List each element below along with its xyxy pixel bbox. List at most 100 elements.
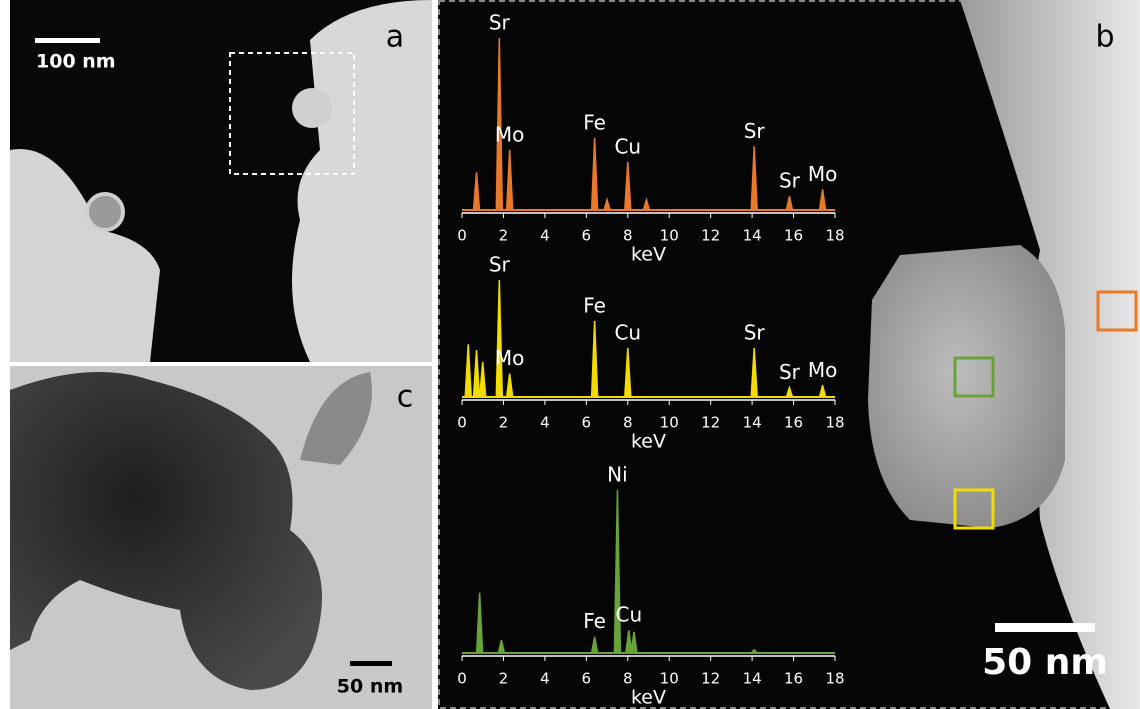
peak [472, 172, 481, 211]
x-tick-label: 10 [660, 227, 679, 245]
peak-label: Fe [583, 609, 606, 633]
x-tick-label: 14 [743, 670, 762, 688]
peak-label: Fe [583, 293, 606, 317]
peak-label: Mo [495, 122, 525, 146]
x-tick-label: 18 [825, 670, 844, 688]
scale-bar-label: 50 nm [982, 642, 1108, 683]
x-axis-label: keV [631, 687, 666, 709]
particle [10, 149, 160, 362]
selection-box [229, 52, 355, 175]
x-tick-label: 2 [499, 414, 509, 432]
peak [818, 385, 827, 398]
peak [505, 373, 514, 398]
panel-c: 50 nm c [10, 366, 432, 709]
scale-bar [350, 661, 392, 666]
peak [505, 149, 514, 211]
peak [642, 196, 651, 211]
peak [464, 344, 473, 398]
peak-label: Cu [614, 320, 641, 344]
peak [590, 636, 599, 654]
x-tick-label: 6 [582, 670, 592, 688]
panel-label: b [1095, 20, 1114, 55]
region-box [1096, 290, 1138, 332]
x-axis-label: keV [631, 244, 666, 266]
x-tick-label: 16 [784, 670, 803, 688]
peak-label: Sr [489, 11, 511, 35]
x-axis-label: keV [631, 431, 666, 453]
x-tick-label: 2 [499, 227, 509, 245]
peak-label: Mo [495, 346, 525, 370]
x-tick-label: 14 [743, 414, 762, 432]
x-tick-label: 6 [582, 414, 592, 432]
x-tick-label: 16 [784, 414, 803, 432]
peak [590, 137, 599, 211]
peak-label: Sr [779, 360, 801, 384]
particle [292, 0, 432, 362]
x-tick-label: 4 [540, 670, 550, 688]
x-tick-label: 18 [825, 227, 844, 245]
peak [623, 347, 632, 398]
particle [85, 192, 125, 232]
peak [818, 189, 827, 211]
peak [603, 196, 612, 211]
peak-label: Mo [808, 162, 838, 186]
peak [478, 361, 487, 398]
region-box [953, 488, 995, 530]
peak-label: Sr [744, 320, 766, 344]
x-tick-label: 4 [540, 227, 550, 245]
x-tick-label: 2 [499, 670, 509, 688]
x-tick-label: 12 [701, 414, 720, 432]
panel-label: a [386, 20, 404, 55]
x-tick-label: 0 [457, 670, 467, 688]
x-tick-label: 10 [660, 670, 679, 688]
peak [613, 489, 622, 654]
region-box [953, 356, 995, 398]
peak-label: Fe [583, 110, 606, 134]
peak-label: Cu [615, 603, 642, 627]
peak [749, 648, 759, 654]
peak [630, 631, 638, 654]
peak [472, 350, 481, 398]
peak-label: Mo [808, 358, 838, 382]
peak-label: Sr [744, 119, 766, 143]
peak [497, 639, 506, 654]
x-tick-label: 18 [825, 414, 844, 432]
peak-label: Sr [489, 253, 511, 277]
peak-label: Ni [607, 463, 628, 487]
x-tick-label: 4 [540, 414, 550, 432]
peak-label: Sr [779, 169, 801, 193]
peak [623, 161, 632, 211]
panel-a: 100 nm a [10, 0, 432, 362]
peak [624, 630, 633, 654]
particle [10, 372, 322, 690]
peak [750, 347, 758, 398]
x-tick-label: 8 [623, 227, 633, 245]
particle [292, 88, 332, 128]
x-tick-label: 8 [623, 414, 633, 432]
particle [868, 245, 1065, 528]
x-tick-label: 16 [784, 227, 803, 245]
peak [590, 320, 599, 398]
panel-b: 50 nm b [438, 0, 1140, 709]
peak [750, 146, 758, 211]
x-tick-label: 10 [660, 414, 679, 432]
x-tick-label: 8 [623, 670, 633, 688]
peak [495, 37, 504, 211]
scale-bar-label: 100 nm [36, 51, 116, 73]
x-tick-label: 0 [457, 414, 467, 432]
scale-bar [35, 38, 100, 43]
x-tick-label: 12 [701, 670, 720, 688]
scale-bar [995, 623, 1095, 632]
scale-bar-label: 50 nm [337, 676, 403, 698]
panel-label: c [397, 380, 414, 415]
x-tick-label: 0 [457, 227, 467, 245]
particle [300, 372, 372, 465]
peak-label: Cu [614, 134, 641, 158]
peak [785, 385, 794, 398]
peak [785, 196, 794, 211]
peak [495, 279, 504, 398]
peak [475, 592, 484, 654]
x-tick-label: 12 [701, 227, 720, 245]
x-tick-label: 6 [582, 227, 592, 245]
